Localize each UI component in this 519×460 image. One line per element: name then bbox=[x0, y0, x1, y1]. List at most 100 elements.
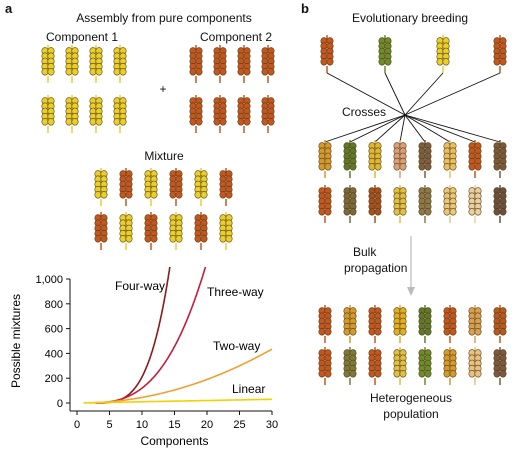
cross-line bbox=[404, 72, 444, 116]
population-wheat-spike-icon bbox=[443, 305, 457, 343]
cross-wheat-spike-icon bbox=[318, 185, 332, 223]
population-wheat-spike-icon bbox=[468, 305, 482, 343]
x-tick-label: 25 bbox=[233, 419, 245, 431]
series-label-two-way: Two-way bbox=[213, 339, 260, 353]
x-tick-label: 30 bbox=[266, 419, 278, 431]
mixture-label: Mixture bbox=[144, 149, 184, 163]
wheat-spike-icon bbox=[144, 212, 158, 250]
population-wheat-spike-icon bbox=[418, 305, 432, 343]
cross-wheat-spike-icon bbox=[343, 185, 357, 223]
cross-line bbox=[404, 72, 501, 116]
population-wheat-spike-icon bbox=[493, 347, 507, 385]
wheat-spike-icon bbox=[261, 95, 275, 133]
cross-wheat-spike-icon bbox=[368, 140, 382, 178]
wheat-spike-icon bbox=[194, 168, 208, 206]
series-label-three-way: Three-way bbox=[207, 285, 264, 299]
population-wheat-spike-icon bbox=[343, 305, 357, 343]
parent-wheat-spike-icon bbox=[378, 35, 392, 73]
y-tick-label: 400 bbox=[45, 348, 63, 360]
wheat-spike-icon bbox=[41, 95, 55, 133]
population-wheat-spike-icon bbox=[318, 347, 332, 385]
wheat-spike-icon bbox=[213, 45, 227, 83]
population-wheat-spike-icon bbox=[418, 347, 432, 385]
panel-b-label: b bbox=[301, 1, 309, 16]
wheat-spike-icon bbox=[261, 45, 275, 83]
parent-wheat-spike-icon bbox=[493, 35, 507, 73]
cross-wheat-spike-icon bbox=[493, 140, 507, 178]
cross-wheat-spike-icon bbox=[318, 140, 332, 178]
wheat-spike-icon bbox=[169, 212, 183, 250]
population-wheat-spike-icon bbox=[493, 305, 507, 343]
cross-line bbox=[404, 114, 451, 143]
cross-wheat-spike-icon bbox=[418, 140, 432, 178]
wheat-spike-icon bbox=[65, 45, 79, 83]
wheat-spike-icon bbox=[113, 45, 127, 83]
population-wheat-spike-icon bbox=[393, 347, 407, 385]
y-tick-label: 0 bbox=[57, 398, 63, 410]
population-wheat-spike-icon bbox=[443, 347, 457, 385]
wheat-spike-icon bbox=[169, 168, 183, 206]
y-tick-label: 200 bbox=[45, 373, 63, 385]
cross-wheat-spike-icon bbox=[493, 185, 507, 223]
cross-wheat-spike-icon bbox=[368, 185, 382, 223]
population-wheat-spike-icon bbox=[368, 347, 382, 385]
x-tick-label: 0 bbox=[74, 419, 80, 431]
cross-wheat-spike-icon bbox=[418, 185, 432, 223]
panel-b-title: Evolutionary breeding bbox=[351, 11, 469, 25]
cross-line bbox=[399, 114, 406, 143]
component-2-label: Component 2 bbox=[199, 30, 273, 44]
y-axis-title: Possible mixtures bbox=[9, 294, 23, 388]
x-tick-label: 20 bbox=[201, 419, 213, 431]
wheat-spike-icon bbox=[213, 95, 227, 133]
x-tick-label: 10 bbox=[136, 419, 148, 431]
cross-wheat-spike-icon bbox=[468, 185, 482, 223]
wheat-spike-icon bbox=[113, 95, 127, 133]
cross-wheat-spike-icon bbox=[343, 140, 357, 178]
panel-a-label: a bbox=[5, 1, 13, 16]
parent-wheat-spike-icon bbox=[320, 35, 334, 73]
heterogeneous-population-line1: Heterogeneous bbox=[369, 391, 453, 405]
cross-line bbox=[404, 114, 476, 143]
cross-wheat-spike-icon bbox=[468, 140, 482, 178]
wheat-spike-icon bbox=[41, 45, 55, 83]
component-1-label: Component 1 bbox=[45, 30, 119, 44]
cross-wheat-spike-icon bbox=[443, 185, 457, 223]
wheat-spike-icon bbox=[219, 168, 233, 206]
cross-line bbox=[349, 114, 406, 143]
population-wheat-spike-icon bbox=[318, 305, 332, 343]
plus-sign: + bbox=[159, 82, 167, 96]
wheat-spike-icon bbox=[89, 45, 103, 83]
wheat-spike-icon bbox=[189, 45, 203, 83]
series-label-linear: Linear bbox=[232, 382, 265, 396]
wheat-spike-icon bbox=[119, 212, 133, 250]
wheat-spike-icon bbox=[237, 95, 251, 133]
cross-wheat-spike-icon bbox=[393, 140, 407, 178]
wheat-spike-icon bbox=[194, 212, 208, 250]
wheat-spike-icon bbox=[237, 45, 251, 83]
population-wheat-spike-icon bbox=[393, 305, 407, 343]
bulk-propagation-line1: Bulk bbox=[353, 245, 377, 259]
cross-line bbox=[326, 72, 406, 116]
cross-line bbox=[404, 114, 501, 143]
x-axis-title: Components bbox=[140, 434, 208, 448]
x-tick-label: 15 bbox=[168, 419, 180, 431]
crosses-label: Crosses bbox=[341, 105, 387, 119]
population-wheat-spike-icon bbox=[468, 347, 482, 385]
population-wheat-spike-icon bbox=[343, 347, 357, 385]
y-tick-label: 800 bbox=[45, 299, 63, 311]
cross-wheat-spike-icon bbox=[393, 185, 407, 223]
cross-line bbox=[324, 114, 406, 143]
cross-line bbox=[374, 114, 406, 143]
cross-line bbox=[404, 114, 426, 143]
wheat-spike-icon bbox=[94, 212, 108, 250]
series-line-linear bbox=[83, 398, 272, 404]
wheat-spike-icon bbox=[144, 168, 158, 206]
wheat-spike-icon bbox=[94, 168, 108, 206]
cross-line bbox=[384, 72, 406, 116]
wheat-spike-icon bbox=[65, 95, 79, 133]
panel-a-title: Assembly from pure components bbox=[76, 11, 252, 25]
wheat-spike-icon bbox=[219, 212, 233, 250]
